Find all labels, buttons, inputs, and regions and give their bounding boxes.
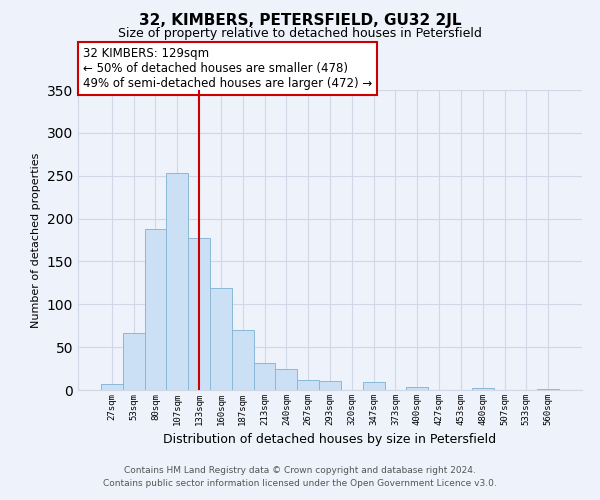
Bar [145, 229, 166, 390]
Bar [166, 173, 188, 390]
Bar [210, 288, 232, 390]
Bar [254, 364, 275, 390]
Text: Size of property relative to detached houses in Petersfield: Size of property relative to detached ho… [118, 28, 482, 40]
Bar [472, 388, 494, 390]
Bar [297, 380, 319, 390]
Text: 32, KIMBERS, PETERSFIELD, GU32 2JL: 32, KIMBERS, PETERSFIELD, GU32 2JL [139, 12, 461, 28]
Bar [188, 238, 210, 390]
Bar [101, 384, 123, 390]
Bar [123, 332, 145, 390]
Bar [406, 386, 428, 390]
Bar [319, 382, 341, 390]
X-axis label: Distribution of detached houses by size in Petersfield: Distribution of detached houses by size … [163, 434, 497, 446]
Bar [232, 330, 254, 390]
Y-axis label: Number of detached properties: Number of detached properties [31, 152, 41, 328]
Text: 32 KIMBERS: 129sqm
← 50% of detached houses are smaller (478)
49% of semi-detach: 32 KIMBERS: 129sqm ← 50% of detached hou… [83, 47, 372, 90]
Bar [537, 389, 559, 390]
Bar [363, 382, 385, 390]
Text: Contains HM Land Registry data © Crown copyright and database right 2024.
Contai: Contains HM Land Registry data © Crown c… [103, 466, 497, 487]
Bar [275, 370, 297, 390]
